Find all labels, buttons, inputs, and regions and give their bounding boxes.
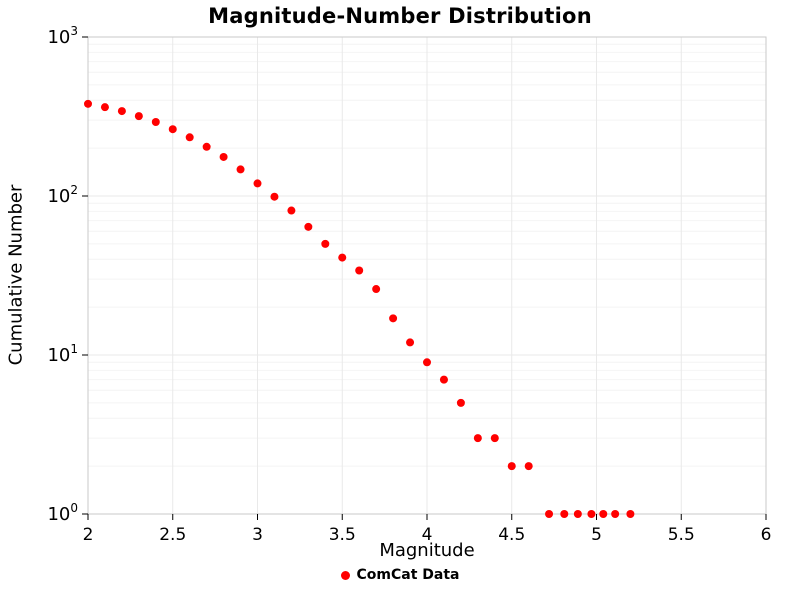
x-tick-label: 6 [761, 525, 772, 545]
legend-label: ComCat Data [356, 567, 460, 583]
x-tick-label: 5 [591, 525, 602, 545]
x-axis-label: Magnitude [379, 540, 475, 561]
data-point [611, 510, 620, 518]
data-point [338, 253, 347, 262]
data-point [524, 462, 533, 471]
data-point [168, 125, 177, 134]
data-point [304, 222, 313, 231]
x-tick-label: 3 [252, 525, 263, 545]
x-axis-ticks: 2 2.5 3 3.5 4 4.5 5 5.5 6 [83, 514, 772, 545]
chart-title: Magnitude-Number Distribution [208, 4, 592, 28]
major-gridlines [87, 36, 767, 515]
data-point [587, 510, 596, 518]
data-point [423, 358, 431, 367]
chart-legend: ComCat Data [0, 567, 800, 583]
y-tick-label: 103 [47, 24, 78, 48]
y-tick-label: 102 [47, 183, 78, 207]
x-tick-label: 2.5 [159, 525, 186, 545]
data-point [545, 510, 554, 518]
y-tick-label: 101 [47, 342, 78, 366]
data-point [473, 434, 482, 443]
data-point [117, 107, 126, 116]
data-point [406, 338, 415, 347]
data-point [151, 118, 160, 127]
y-axis-ticks: 100 101 102 103 [47, 24, 88, 525]
data-point [321, 239, 330, 248]
x-tick-label: 4 [422, 525, 433, 545]
data-point [84, 99, 92, 108]
data-point [599, 510, 608, 518]
data-point [219, 152, 228, 161]
data-point [253, 179, 262, 188]
x-tick-label: 2 [83, 525, 94, 545]
legend-marker-icon [340, 570, 350, 580]
x-tick-label: 5.5 [668, 525, 695, 545]
data-point [355, 266, 364, 275]
data-point [185, 133, 194, 142]
data-point [507, 462, 516, 471]
data-point [490, 434, 499, 443]
data-point [560, 510, 569, 518]
data-point [134, 112, 143, 121]
data-point [202, 142, 211, 151]
x-tick-label: 4.5 [498, 525, 525, 545]
data-point [439, 375, 448, 384]
data-point [456, 398, 465, 407]
data-point [573, 510, 582, 518]
data-point [270, 192, 279, 201]
x-tick-label: 3.5 [329, 525, 356, 545]
data-point [236, 165, 245, 174]
y-tick-label: 100 [47, 501, 78, 525]
data-point [100, 103, 109, 112]
data-point [626, 510, 635, 518]
data-point [372, 285, 381, 294]
data-point [287, 206, 296, 215]
data-point [389, 314, 398, 323]
series-comcat-data [84, 99, 635, 518]
y-axis-label: Cumulative Number [5, 184, 27, 366]
